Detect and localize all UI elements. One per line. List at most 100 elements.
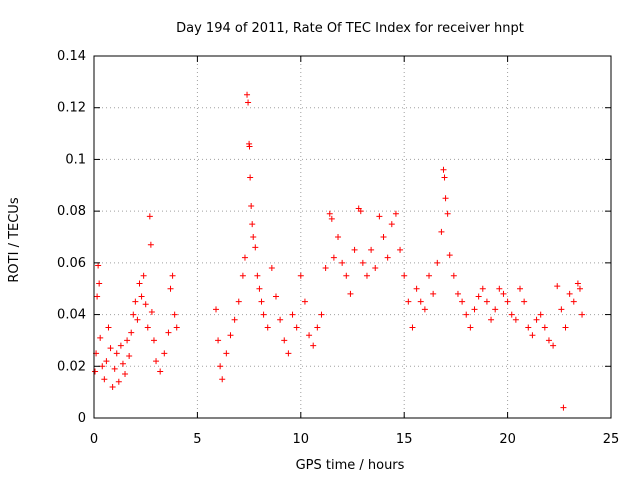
data-point xyxy=(117,342,124,349)
data-point xyxy=(550,342,557,349)
data-point xyxy=(272,293,279,300)
data-point xyxy=(566,290,573,297)
data-point xyxy=(372,265,379,272)
data-point xyxy=(347,290,354,297)
data-point xyxy=(440,166,447,173)
data-point xyxy=(134,316,141,323)
data-point xyxy=(97,334,104,341)
data-point xyxy=(140,272,147,279)
data-point xyxy=(153,358,160,365)
data-point xyxy=(579,311,586,318)
data-point xyxy=(434,259,441,266)
data-point xyxy=(126,352,133,359)
y-axis-ticks: 0 0.02 0.04 0.06 0.08 0.1 0.12 0.14 xyxy=(57,49,611,426)
data-point xyxy=(326,210,333,217)
data-point xyxy=(496,285,503,292)
data-point xyxy=(169,272,176,279)
x-axis-label: GPS time / hours xyxy=(296,458,405,473)
data-point xyxy=(92,368,99,375)
data-point xyxy=(521,298,528,305)
data-point xyxy=(122,371,129,378)
data-point xyxy=(241,254,248,261)
data-point xyxy=(310,342,317,349)
data-point xyxy=(388,221,395,228)
data-point xyxy=(508,311,515,318)
data-point xyxy=(479,285,486,292)
data-point xyxy=(554,283,561,290)
data-point xyxy=(264,324,271,331)
data-point xyxy=(442,195,449,202)
data-point xyxy=(471,306,478,313)
data-point xyxy=(574,280,581,287)
data-point xyxy=(413,285,420,292)
x-tick-label: 5 xyxy=(193,432,201,447)
data-point xyxy=(115,378,122,385)
data-point xyxy=(475,293,482,300)
data-point xyxy=(109,383,116,390)
data-point xyxy=(99,363,106,370)
data-point xyxy=(363,272,370,279)
y-tick-label: 0.1 xyxy=(65,152,86,167)
data-point xyxy=(318,311,325,318)
data-point xyxy=(450,272,457,279)
data-point xyxy=(417,298,424,305)
y-axis-label: ROTI / TECUs xyxy=(7,197,22,282)
data-point xyxy=(314,324,321,331)
data-point xyxy=(239,272,246,279)
data-point xyxy=(285,350,292,357)
data-point xyxy=(256,285,263,292)
data-point xyxy=(247,174,254,181)
data-points xyxy=(92,91,586,411)
data-point xyxy=(268,265,275,272)
data-point xyxy=(105,324,112,331)
data-point xyxy=(459,298,466,305)
data-point xyxy=(301,298,308,305)
data-point xyxy=(281,337,288,344)
data-point xyxy=(397,246,404,253)
data-point xyxy=(96,280,103,287)
x-tick-label: 25 xyxy=(603,432,620,447)
data-point xyxy=(380,234,387,240)
data-point xyxy=(157,368,164,375)
data-point xyxy=(504,298,511,305)
data-point xyxy=(124,337,131,344)
data-point xyxy=(107,345,114,352)
data-point xyxy=(147,241,154,248)
data-point xyxy=(330,254,337,261)
data-point xyxy=(101,376,108,383)
data-point xyxy=(171,311,178,318)
data-point xyxy=(444,210,451,217)
data-point xyxy=(541,324,548,331)
data-point xyxy=(376,213,383,220)
data-point xyxy=(339,259,346,266)
data-point xyxy=(142,301,149,308)
y-tick-label: 0.14 xyxy=(57,49,86,64)
data-point xyxy=(95,262,102,269)
data-point xyxy=(454,290,461,297)
data-point xyxy=(483,298,490,305)
data-point xyxy=(213,306,220,313)
data-point xyxy=(173,324,180,331)
grid-lines xyxy=(94,56,611,418)
data-point xyxy=(343,272,350,279)
data-point xyxy=(467,324,474,331)
y-tick-label: 0.02 xyxy=(57,359,86,374)
data-point xyxy=(421,306,428,313)
data-point xyxy=(111,365,118,372)
data-point xyxy=(525,324,532,331)
data-point xyxy=(146,213,153,220)
data-point xyxy=(128,329,135,336)
data-point xyxy=(165,329,172,336)
data-point xyxy=(438,228,445,235)
data-point xyxy=(235,298,242,305)
x-tick-label: 10 xyxy=(293,432,310,447)
data-point xyxy=(446,252,453,259)
data-point xyxy=(357,208,364,215)
x-tick-label: 0 xyxy=(90,432,98,447)
data-point xyxy=(119,360,126,367)
data-point xyxy=(215,337,222,344)
data-point xyxy=(138,293,145,300)
y-tick-label: 0.12 xyxy=(57,101,86,116)
